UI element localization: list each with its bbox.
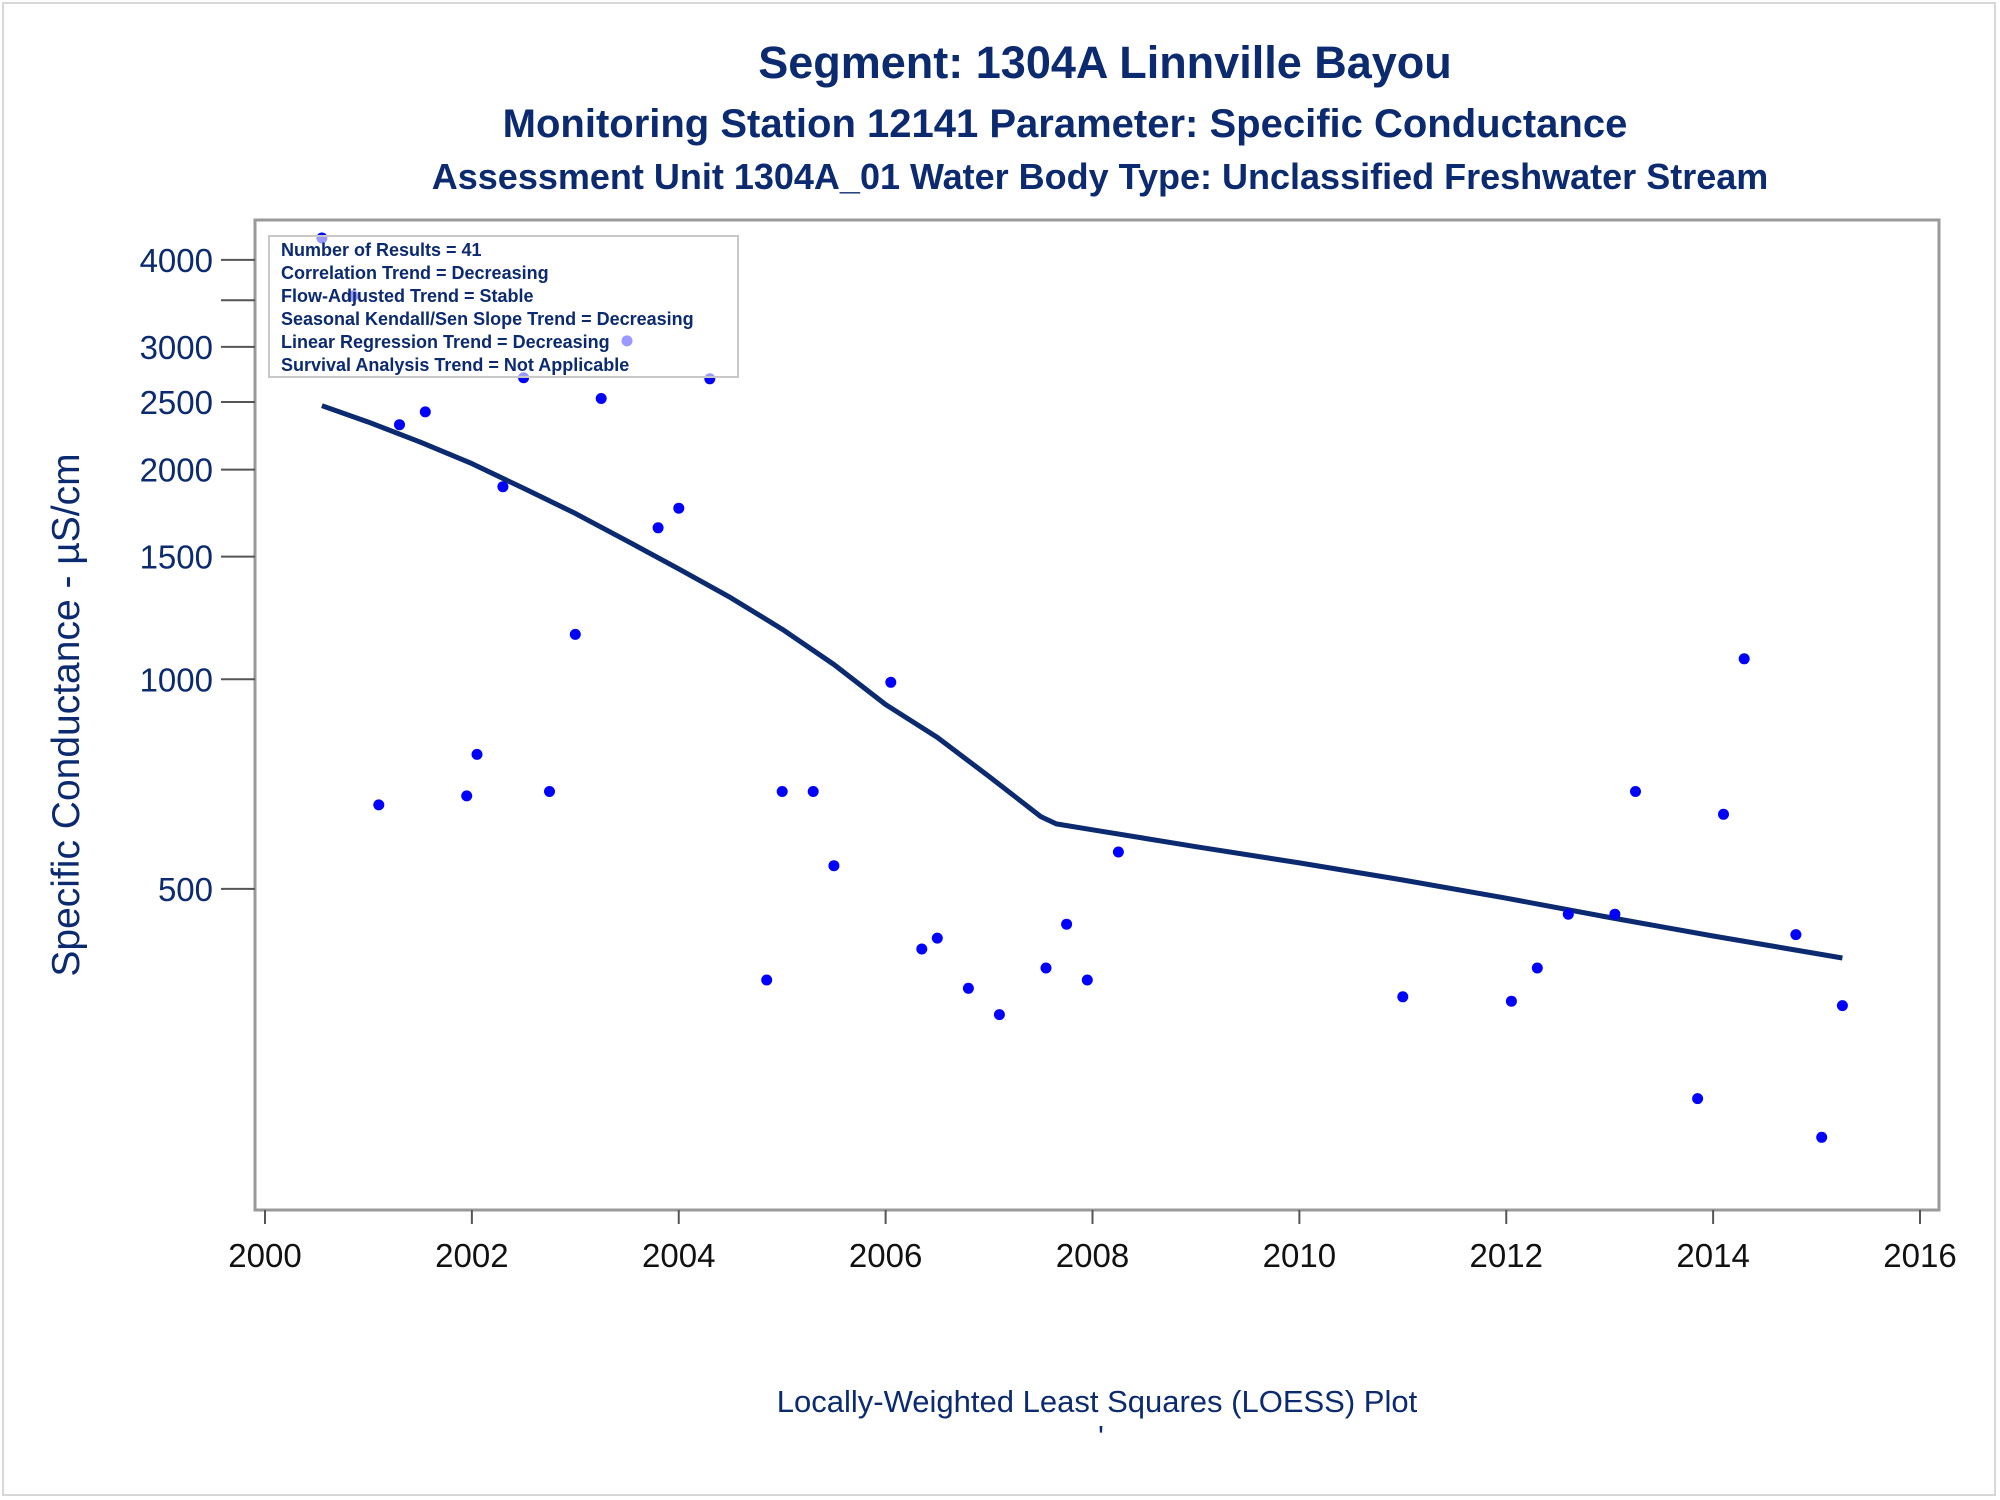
data-point	[776, 786, 788, 797]
x-tick-label: 2004	[642, 1237, 715, 1274]
x-tick-label: 2014	[1676, 1237, 1749, 1274]
stats-box: Number of Results = 41 Correlation Trend …	[268, 235, 739, 378]
data-point	[595, 393, 607, 404]
data-point	[807, 786, 819, 797]
data-point	[993, 1009, 1005, 1021]
data-point	[419, 406, 431, 418]
y-tick-label: 3000	[140, 329, 213, 366]
data-point	[1562, 908, 1574, 920]
x-tick-label: 2000	[228, 1237, 301, 1274]
x-tick-label: 2016	[1883, 1237, 1956, 1274]
stats-line: Flow-Adjusted Trend = Stable	[281, 286, 534, 306]
data-point	[652, 522, 664, 534]
chart-subtitle-2: Assessment Unit 1304A_01 Water Body Type…	[432, 156, 1769, 197]
x-tick-label: 2010	[1263, 1237, 1336, 1274]
x-tick-label: 2006	[849, 1237, 922, 1274]
x-tick-label: 2002	[435, 1237, 508, 1274]
data-point	[1630, 786, 1641, 797]
y-tick-label: 1000	[140, 661, 213, 698]
data-point	[544, 786, 555, 797]
data-point	[1081, 974, 1093, 986]
data-point	[673, 502, 685, 514]
data-point	[1061, 918, 1073, 930]
data-point	[1112, 846, 1124, 858]
data-point	[461, 790, 473, 802]
data-point	[373, 799, 385, 811]
stats-line: Number of Results = 41	[281, 240, 482, 260]
loess-layer	[321, 403, 1843, 961]
loess-curve	[321, 403, 1843, 961]
x-axis: 2000 2002 2004 2006 2008 2010 2012 2014 2016	[228, 1210, 1957, 1274]
data-point	[761, 974, 773, 986]
data-point	[885, 676, 897, 688]
stats-box-border	[268, 235, 739, 378]
data-point	[1505, 995, 1517, 1007]
data-point	[1816, 1131, 1828, 1143]
data-point	[1718, 808, 1729, 820]
data-point	[394, 419, 405, 431]
stats-line: Seasonal Kendall/Sen Slope Trend = Decre…	[281, 309, 694, 329]
footnote-mark: '	[1098, 1419, 1104, 1454]
data-point	[497, 481, 509, 493]
data-point	[1531, 962, 1543, 974]
y-tick-label: 2500	[140, 384, 213, 421]
stats-line: Linear Regression Trend = Decreasing	[281, 332, 610, 352]
data-point	[1609, 908, 1621, 920]
stats-line: Survival Analysis Trend = Not Applicable	[281, 355, 629, 375]
data-point	[916, 943, 928, 955]
data-point	[471, 748, 483, 760]
y-axis: 500 1000 1500 2000 2500 3000 4000	[140, 242, 255, 908]
data-point	[1040, 962, 1052, 974]
data-point	[931, 932, 943, 944]
y-tick-label: 1500	[140, 539, 213, 576]
footnote: Locally-Weighted Least Squares (LOESS) P…	[777, 1384, 1418, 1419]
data-point	[962, 982, 974, 994]
data-point	[569, 628, 581, 640]
chart-title: Segment: 1304A Linnville Bayou	[758, 37, 1452, 88]
x-tick-label: 2008	[1056, 1237, 1129, 1274]
data-point	[1397, 991, 1409, 1003]
data-point	[828, 860, 840, 872]
data-point	[1836, 1000, 1848, 1012]
y-tick-label: 4000	[140, 242, 213, 279]
y-tick-label: 500	[158, 871, 213, 908]
chart-subtitle: Monitoring Station 12141 Parameter: Spec…	[503, 102, 1628, 146]
y-axis-label: Specific Conductance - µS/cm	[45, 453, 88, 976]
y-tick-label: 2000	[140, 452, 213, 489]
data-point	[1692, 1093, 1704, 1105]
x-tick-label: 2012	[1470, 1237, 1543, 1274]
stats-line: Correlation Trend = Decreasing	[281, 263, 549, 283]
plot-area	[253, 218, 1941, 1212]
data-point	[1790, 929, 1802, 941]
data-point	[1738, 653, 1750, 665]
